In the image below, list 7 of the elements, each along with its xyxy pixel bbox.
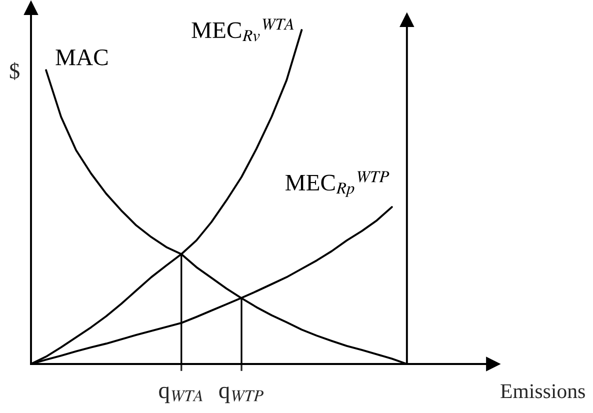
series-label: MEC$_{Rv}$$^{WTA}$ <box>192 18 294 42</box>
y-axis-title: $ <box>10 62 20 80</box>
x-axis-title: Emissions <box>500 384 585 398</box>
x-tick-label: q$_{WTP}$ <box>219 386 264 404</box>
series-label: MAC <box>56 49 108 66</box>
x-tick-label: q$_{WTA}$ <box>159 386 203 404</box>
series-label: MEC$_{Rp}$$^{WTP}$ <box>286 171 390 197</box>
